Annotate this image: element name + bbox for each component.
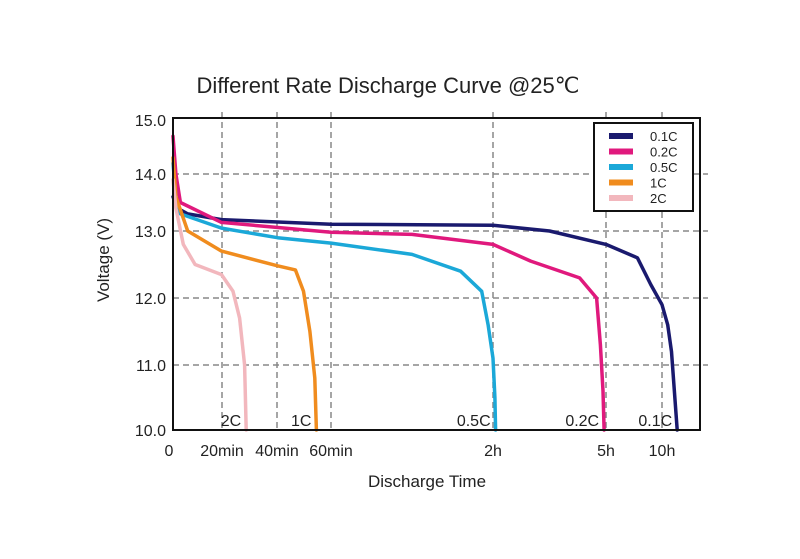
x-tick-label: 60min (309, 443, 353, 460)
x-tick-label: 20min (200, 443, 244, 460)
legend-swatch-0.2C (609, 148, 633, 155)
curve-end-labels: 0.1C 0.2C 0.5C 1C 2C (221, 413, 672, 430)
legend-swatch-0.1C (609, 133, 633, 139)
plot-frame (172, 117, 701, 431)
series-lines (171, 134, 679, 432)
series-line-0.2C (171, 134, 606, 432)
y-tick-label: 11.0 (136, 358, 166, 375)
chart-title: Different Rate Discharge Curve @25℃ (197, 73, 580, 98)
legend-swatch-1C (609, 179, 633, 186)
curve-label-2C: 2C (221, 413, 241, 430)
legend-label-0.1C: 0.1C (650, 129, 677, 144)
x-tick-labels: 0 20min 40min 60min 2h 5h 10h (165, 443, 676, 460)
legend-label-1C: 1C (650, 176, 667, 191)
y-tick-label: 10.0 (135, 423, 166, 440)
y-axis-label: Voltage (V) (94, 218, 113, 302)
x-axis-label: Discharge Time (368, 472, 486, 491)
x-tick-label: 5h (597, 443, 615, 460)
y-tick-label: 15.0 (135, 113, 166, 130)
legend-label-2C: 2C (650, 191, 667, 206)
y-tick-labels: 10.0 11.0 12.0 13.0 14.0 15.0 (135, 113, 166, 440)
series-line-2C (171, 177, 248, 432)
legend-swatch-2C (609, 195, 633, 201)
x-tick-label: 0 (165, 443, 174, 460)
series-line-1C (171, 156, 319, 432)
curve-label-1C: 1C (291, 413, 311, 430)
curve-label-0.5C: 0.5C (457, 413, 491, 430)
legend-label-0.2C: 0.2C (650, 145, 677, 160)
series-line-0.1C (171, 195, 679, 432)
y-tick-label: 13.0 (135, 224, 166, 241)
legend-label-0.5C: 0.5C (650, 160, 677, 175)
curve-label-0.2C: 0.2C (565, 413, 599, 430)
y-tick-label: 14.0 (135, 167, 166, 184)
legend-box (593, 122, 694, 212)
curve-label-0.1C: 0.1C (638, 413, 672, 430)
x-tick-label: 10h (649, 443, 676, 460)
legend-swatch-0.5C (609, 164, 633, 170)
x-tick-label: 40min (255, 443, 299, 460)
y-tick-label: 12.0 (135, 291, 166, 308)
x-tick-label: 2h (484, 443, 502, 460)
